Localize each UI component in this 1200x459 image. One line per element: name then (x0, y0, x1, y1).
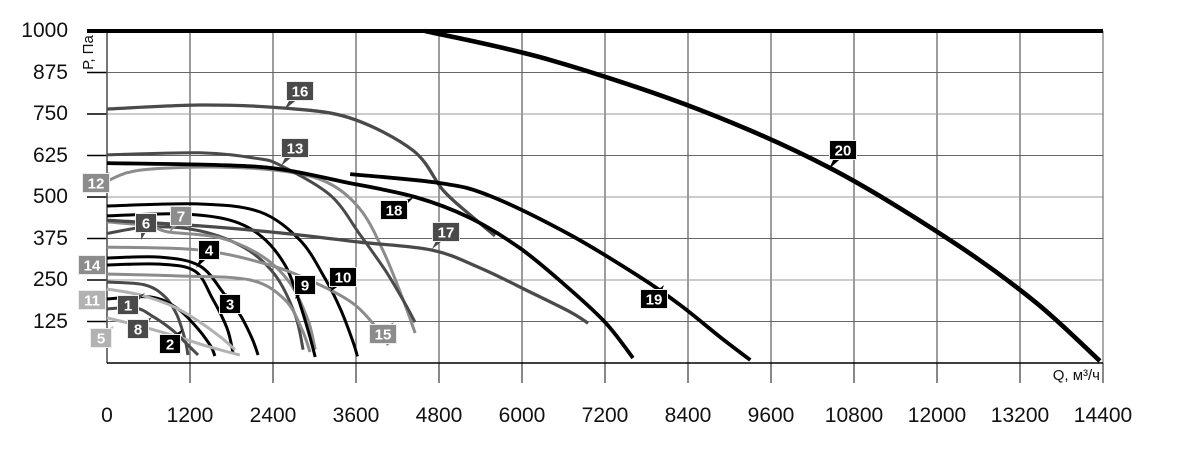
label-number: 10 (335, 270, 352, 287)
label-box (294, 275, 316, 295)
y-tick-label: 250 (32, 268, 68, 291)
curve-label-6: 6 (135, 213, 157, 240)
label-number: 17 (438, 225, 455, 242)
label-box (135, 213, 157, 233)
curve-10 (106, 202, 359, 357)
label-number: 1 (124, 298, 132, 315)
label-number: 9 (301, 278, 309, 295)
curve-13 (106, 151, 417, 323)
x-tick-label: 4800 (415, 404, 463, 427)
y-tick-label: 625 (32, 143, 68, 167)
label-number: 6 (142, 216, 150, 233)
curve-label-8: 8 (127, 317, 152, 339)
y-tick-label: 375 (32, 226, 68, 250)
x-tick-label: 7200 (581, 404, 629, 427)
curve-label-12: 12 (82, 172, 110, 193)
x-tick-label: 13200 (990, 404, 1050, 427)
label-box (219, 294, 241, 314)
label-box (117, 295, 139, 315)
curve-3 (106, 262, 235, 353)
curve-label-15: 15 (369, 322, 397, 344)
curve-label-17: 17 (432, 222, 460, 249)
x-tick-label: 9600 (747, 404, 795, 427)
label-box (369, 324, 397, 344)
label-number: 12 (88, 176, 105, 193)
x-tick-label: 12000 (907, 404, 967, 427)
label-number: 14 (84, 258, 101, 275)
curve-11 (106, 287, 236, 351)
curve-label-20: 20 (829, 140, 857, 169)
curve-label-3: 3 (219, 293, 241, 314)
label-box (90, 328, 112, 348)
label-box (286, 81, 314, 101)
curve-label-4: 4 (196, 240, 220, 268)
label-number: 19 (646, 292, 663, 309)
y-tick-label: 125 (32, 309, 68, 333)
y-tick-label: 500 (32, 185, 68, 208)
x-tick-label: 8400 (664, 404, 712, 427)
label-box (159, 334, 181, 354)
curve-label-2: 2 (159, 329, 183, 354)
curve-label-13: 13 (281, 138, 309, 166)
label-number: 11 (84, 293, 100, 310)
y-tick-label: 750 (32, 102, 68, 125)
label-number: 18 (386, 203, 403, 220)
curve-16 (106, 103, 497, 238)
label-box (127, 319, 149, 339)
label-number: 7 (177, 209, 185, 226)
curve-14 (106, 272, 312, 353)
curve-label-11: 11 (78, 289, 108, 310)
label-number: 20 (835, 143, 852, 160)
label-box (78, 255, 106, 275)
curve-18 (106, 161, 635, 360)
label-box (329, 267, 357, 287)
label-number: 2 (166, 337, 174, 354)
label-box (78, 290, 106, 310)
label-number: 4 (205, 243, 214, 260)
label-box (82, 173, 110, 193)
x-tick-label: 1200 (166, 404, 214, 427)
curve-label-5: 5 (90, 326, 114, 348)
x-tick-label: 14400 (1073, 404, 1133, 427)
curve-label-19: 19 (640, 285, 668, 309)
label-number: 3 (226, 297, 234, 314)
label-number: 15 (375, 327, 392, 344)
curve-12 (106, 165, 417, 334)
y-axis-title: Р, Па (79, 35, 97, 70)
curve-label-9: 9 (294, 275, 316, 299)
curve-20 (424, 28, 1102, 363)
label-box (281, 138, 309, 158)
curve-label-16: 16 (284, 81, 314, 110)
curve-label-10: 10 (329, 267, 357, 292)
x-tick-label: 6000 (498, 404, 546, 427)
label-box (640, 289, 668, 309)
label-box (829, 140, 857, 160)
label-number: 16 (292, 84, 309, 101)
x-tick-label: 10800 (824, 404, 884, 427)
curve-label-7: 7 (169, 206, 192, 233)
label-box (198, 240, 220, 260)
label-box (170, 206, 192, 226)
curve-label-1: 1 (117, 293, 145, 315)
curve-19 (349, 172, 752, 362)
y-tick-label: 875 (32, 60, 68, 84)
x-tick-label: 2400 (249, 404, 297, 427)
label-number: 5 (97, 331, 105, 348)
curve-17 (106, 218, 590, 325)
curve-label-18: 18 (380, 197, 414, 220)
label-box (380, 200, 408, 220)
label-number: 8 (134, 322, 142, 339)
label-number: 13 (287, 141, 304, 158)
y-tick-label: 1000 (21, 19, 68, 42)
x-axis-title: Q, м³/ч (1052, 367, 1100, 384)
x-tick-label: 3600 (332, 404, 380, 427)
curve-label-14: 14 (78, 255, 108, 275)
x-tick-label: 0 (101, 404, 113, 427)
label-box (432, 222, 460, 242)
